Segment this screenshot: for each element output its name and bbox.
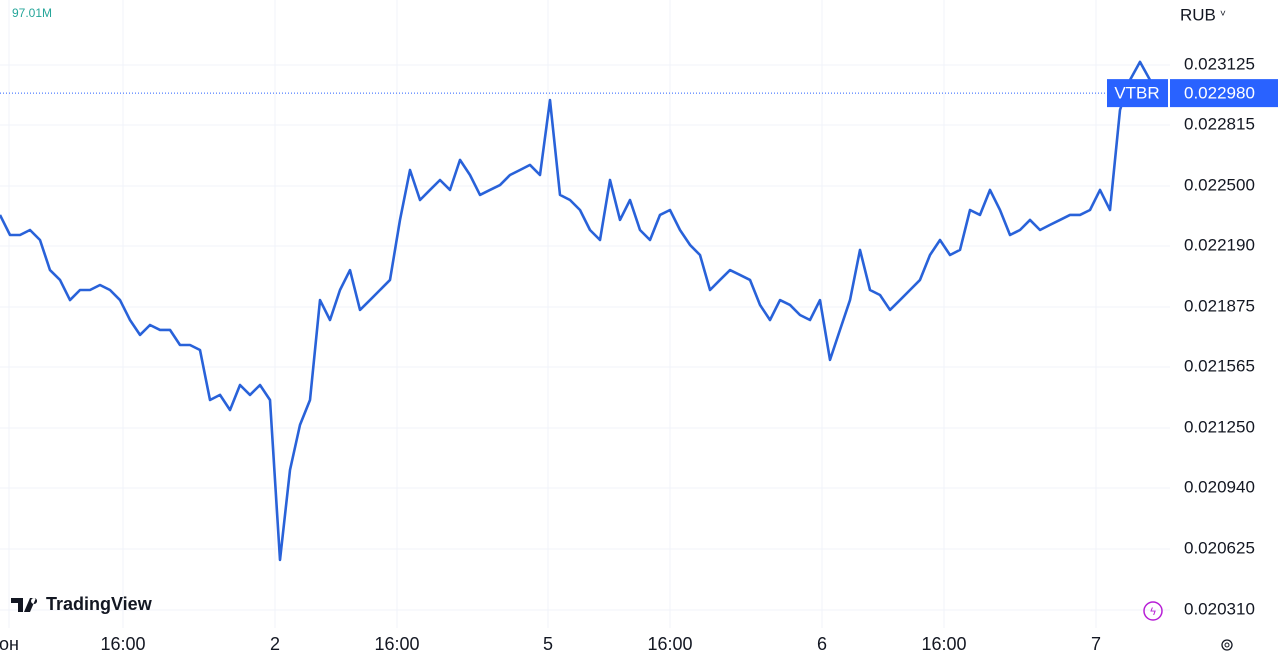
brand-name: TradingView (46, 594, 153, 614)
currency-label[interactable]: RUB (1180, 5, 1216, 24)
price-line (0, 60, 1152, 562)
y-tick-label: 0.020310 (1184, 599, 1255, 618)
y-tick-label: 0.021250 (1184, 418, 1255, 437)
x-tick-label: он (0, 634, 19, 654)
y-tick-label: 0.021565 (1184, 357, 1255, 376)
y-tick-label: 0.022815 (1184, 115, 1255, 134)
currency-caret[interactable]: ˅ (1220, 9, 1226, 20)
x-tick-label: 16:00 (921, 634, 966, 654)
symbol-badge (1107, 79, 1168, 108)
settings-icon-core[interactable] (1224, 642, 1230, 648)
lightning-glyph[interactable]: ϟ (1150, 606, 1156, 618)
volume-label: 97.01M (12, 6, 52, 20)
x-tick-label: 16:00 (374, 634, 419, 654)
x-tick-label: 5 (543, 634, 553, 654)
x-tick-label: 6 (817, 634, 827, 654)
x-tick-label: 2 (270, 634, 280, 654)
brand-logo: TradingView (11, 594, 153, 614)
symbol-badge-text: VTBR (1114, 84, 1159, 103)
x-tick-label: 7 (1091, 634, 1101, 654)
lightning-icon[interactable] (1143, 601, 1163, 621)
x-tick-label: 16:00 (100, 634, 145, 654)
y-tick-label: 0.020625 (1184, 539, 1255, 558)
y-tick-label: 0.022190 (1184, 236, 1255, 255)
y-tick-label: 0.021875 (1184, 297, 1255, 316)
y-tick-label: 0.022500 (1184, 176, 1255, 195)
settings-icon[interactable] (1221, 639, 1233, 651)
price-badge-text: 0.022980 (1184, 84, 1255, 103)
y-tick-label: 0.020940 (1184, 478, 1255, 497)
y-tick-label: 0.023125 (1184, 55, 1255, 74)
x-tick-label: 16:00 (647, 634, 692, 654)
price-badge (1170, 79, 1278, 108)
